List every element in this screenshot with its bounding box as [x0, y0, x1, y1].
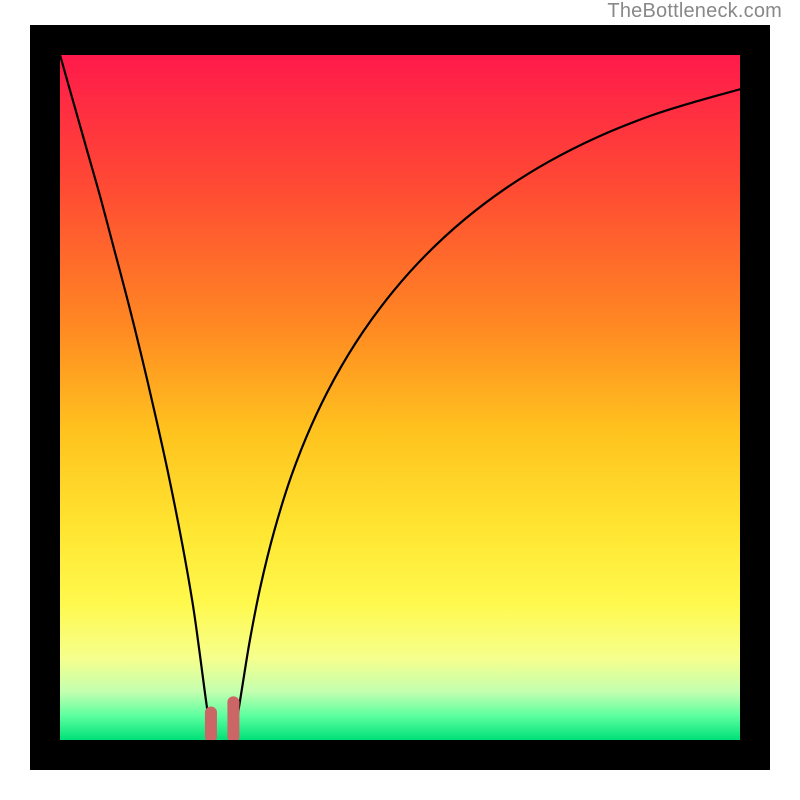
chart-frame: TheBottleneck.com — [0, 0, 800, 800]
chart-svg — [0, 0, 800, 800]
marker-dot-top-0 — [205, 707, 217, 719]
marker-dot-top-1 — [227, 696, 239, 708]
plot-background — [60, 55, 740, 740]
watermark-text: TheBottleneck.com — [607, 0, 782, 23]
